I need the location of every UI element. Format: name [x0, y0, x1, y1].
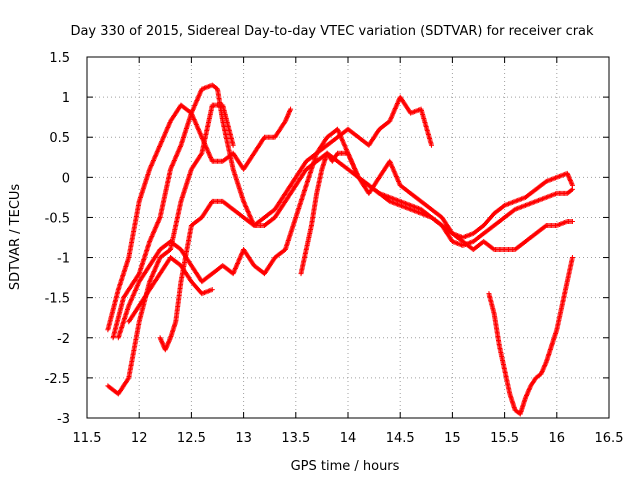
x-axis-label: GPS time / hours	[291, 459, 400, 474]
y-tick-label: 1	[62, 91, 70, 106]
plot-frame	[86, 56, 610, 419]
tick-labels: 11.5 12 12.5 13 13.5 14 14.5 15 15.5 16 16.5 1.5 1 0.…	[45, 51, 624, 446]
y-tick-label: -2.5	[45, 372, 70, 387]
data-point	[569, 186, 575, 192]
y-axis-label: SDTVAR / TECUs	[8, 184, 23, 291]
data-point	[230, 142, 236, 148]
y-tick-label: -2	[57, 332, 70, 347]
series-track-8	[486, 255, 575, 417]
x-tick-label: 13.5	[281, 431, 310, 446]
series-track-7	[298, 150, 575, 277]
x-tick-label: 12	[131, 431, 148, 446]
y-tick-label: 0	[62, 171, 70, 186]
x-tick-label: 14.5	[386, 431, 415, 446]
data-point	[429, 142, 435, 148]
y-tick-label: 0.5	[49, 131, 70, 146]
data-point	[125, 376, 131, 382]
x-tick-label: 15.5	[490, 431, 519, 446]
data-point	[250, 222, 256, 228]
data-points	[105, 82, 575, 417]
data-point	[568, 187, 574, 193]
y-tick-label: -1	[57, 252, 70, 267]
grid	[87, 57, 609, 418]
x-tick-label: 16	[549, 431, 566, 446]
chart-title: Day 330 of 2015, Sidereal Day-to-day VTE…	[70, 24, 594, 39]
x-tick-label: 15	[444, 431, 461, 446]
x-tick-label: 14	[340, 431, 357, 446]
y-tick-label: 1.5	[49, 51, 70, 66]
y-tick-label: -3	[57, 412, 70, 427]
data-point	[490, 246, 496, 252]
data-point	[135, 272, 141, 278]
x-tick-label: 13	[235, 431, 252, 446]
y-tick-label: -0.5	[45, 211, 70, 226]
data-point	[569, 218, 575, 224]
x-tick-label: 11.5	[73, 431, 102, 446]
x-tick-label: 12.5	[177, 431, 206, 446]
series-track-3	[110, 82, 435, 341]
data-point	[542, 223, 548, 229]
y-tick-label: -1.5	[45, 292, 70, 307]
data-point	[209, 287, 215, 293]
data-point	[569, 255, 575, 261]
data-point	[288, 106, 294, 112]
data-point	[198, 151, 204, 157]
x-tick-label: 16.5	[595, 431, 624, 446]
